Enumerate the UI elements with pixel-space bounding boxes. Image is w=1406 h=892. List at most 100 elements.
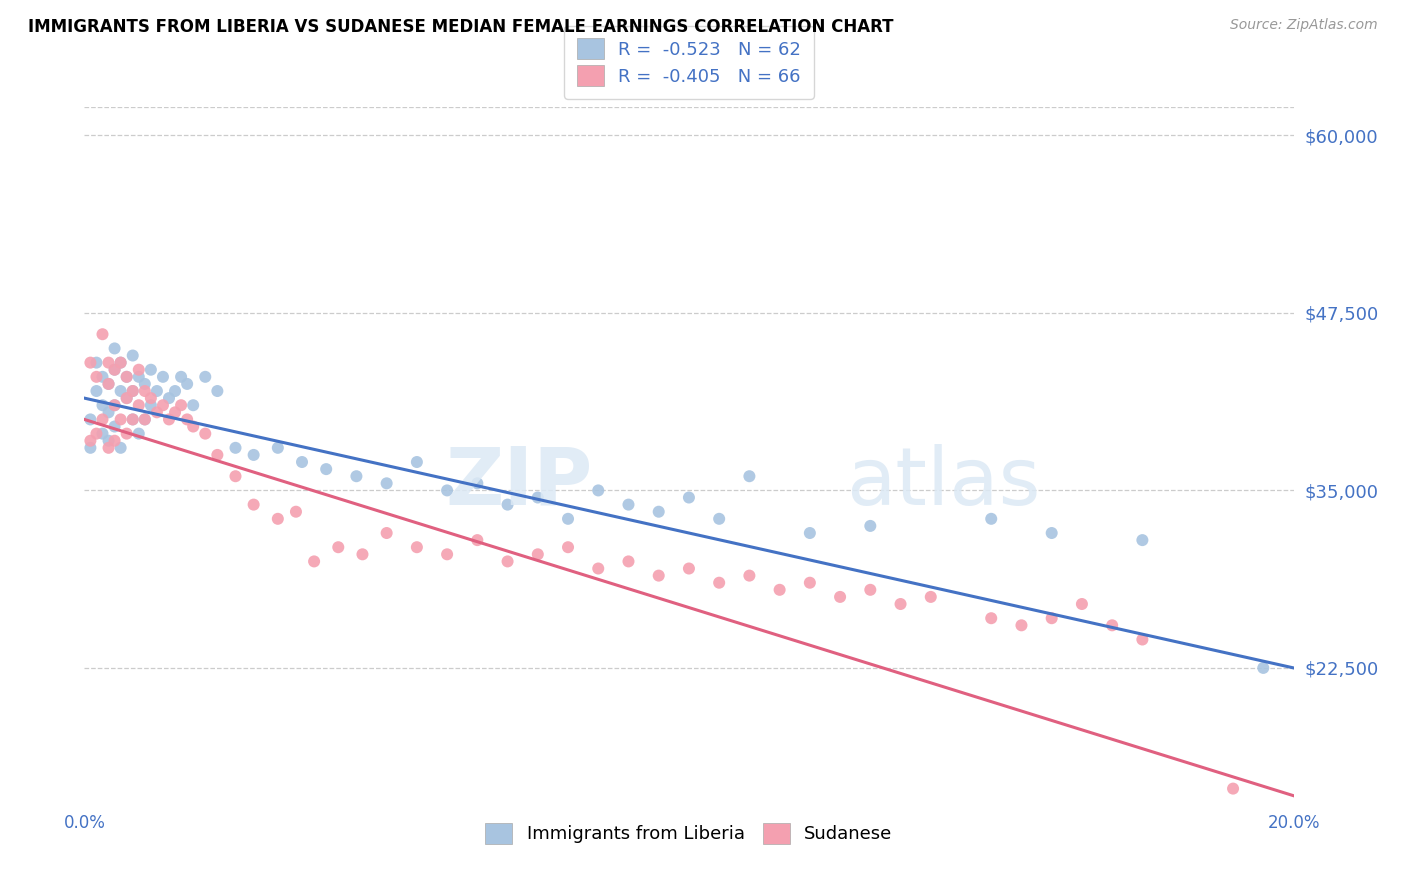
Point: [285, 505, 308, 519]
Point: [86, 384, 108, 398]
Point: [121, 349, 143, 363]
Text: ZIP: ZIP: [444, 443, 592, 522]
Point: [86, 356, 108, 370]
Point: [134, 376, 156, 391]
Point: [146, 384, 169, 398]
Point: [980, 512, 1002, 526]
Point: [375, 526, 398, 541]
Point: [890, 597, 912, 611]
Point: [104, 362, 127, 376]
Legend: Immigrants from Liberia, Sudanese: Immigrants from Liberia, Sudanese: [472, 810, 905, 856]
Point: [134, 384, 156, 398]
Point: [557, 540, 579, 554]
Point: [709, 512, 731, 526]
Point: [225, 469, 247, 483]
Point: [617, 498, 640, 512]
Point: [467, 476, 489, 491]
Point: [165, 384, 187, 398]
Point: [115, 369, 138, 384]
Point: [97, 356, 120, 370]
Point: [86, 426, 108, 441]
Point: [920, 590, 942, 604]
Point: [375, 476, 398, 491]
Point: [115, 369, 138, 384]
Point: [121, 412, 143, 426]
Point: [79, 434, 101, 448]
Point: [769, 582, 792, 597]
Point: [738, 469, 761, 483]
Point: [738, 568, 761, 582]
Point: [91, 412, 114, 426]
Point: [134, 412, 156, 426]
Text: atlas: atlas: [846, 443, 1040, 522]
Point: [859, 519, 882, 533]
Point: [121, 384, 143, 398]
Point: [557, 512, 579, 526]
Point: [467, 533, 489, 548]
Point: [302, 554, 325, 568]
Point: [79, 356, 101, 370]
Point: [110, 356, 132, 370]
Point: [1011, 618, 1033, 632]
Point: [588, 483, 610, 498]
Point: [496, 498, 519, 512]
Point: [170, 369, 193, 384]
Point: [91, 327, 114, 342]
Point: [104, 342, 127, 356]
Point: [79, 441, 101, 455]
Point: [267, 512, 290, 526]
Text: Source: ZipAtlas.com: Source: ZipAtlas.com: [1230, 18, 1378, 32]
Point: [104, 362, 127, 376]
Point: [648, 568, 671, 582]
Point: [678, 561, 700, 575]
Point: [527, 547, 550, 561]
Point: [242, 448, 264, 462]
Point: [648, 505, 671, 519]
Point: [110, 356, 132, 370]
Point: [980, 611, 1002, 625]
Point: [207, 384, 229, 398]
Point: [1040, 611, 1063, 625]
Text: IMMIGRANTS FROM LIBERIA VS SUDANESE MEDIAN FEMALE EARNINGS CORRELATION CHART: IMMIGRANTS FROM LIBERIA VS SUDANESE MEDI…: [28, 18, 894, 36]
Point: [110, 384, 132, 398]
Point: [799, 575, 821, 590]
Point: [799, 526, 821, 541]
Point: [194, 369, 217, 384]
Point: [97, 405, 120, 419]
Point: [346, 469, 368, 483]
Point: [1222, 781, 1244, 796]
Point: [1130, 632, 1153, 647]
Point: [406, 540, 429, 554]
Point: [139, 398, 162, 412]
Point: [527, 491, 550, 505]
Point: [146, 405, 169, 419]
Point: [91, 369, 114, 384]
Point: [104, 398, 127, 412]
Point: [79, 412, 101, 426]
Point: [91, 398, 114, 412]
Point: [115, 391, 138, 405]
Point: [152, 369, 174, 384]
Point: [1040, 526, 1063, 541]
Point: [1253, 661, 1275, 675]
Point: [496, 554, 519, 568]
Point: [86, 369, 108, 384]
Point: [859, 582, 882, 597]
Point: [157, 391, 180, 405]
Point: [709, 575, 731, 590]
Point: [352, 547, 374, 561]
Point: [181, 419, 204, 434]
Point: [97, 441, 120, 455]
Point: [128, 362, 150, 376]
Point: [97, 376, 120, 391]
Point: [128, 426, 150, 441]
Point: [242, 498, 264, 512]
Point: [128, 369, 150, 384]
Point: [617, 554, 640, 568]
Point: [170, 398, 193, 412]
Point: [91, 426, 114, 441]
Point: [152, 398, 174, 412]
Point: [315, 462, 337, 476]
Point: [165, 405, 187, 419]
Point: [104, 434, 127, 448]
